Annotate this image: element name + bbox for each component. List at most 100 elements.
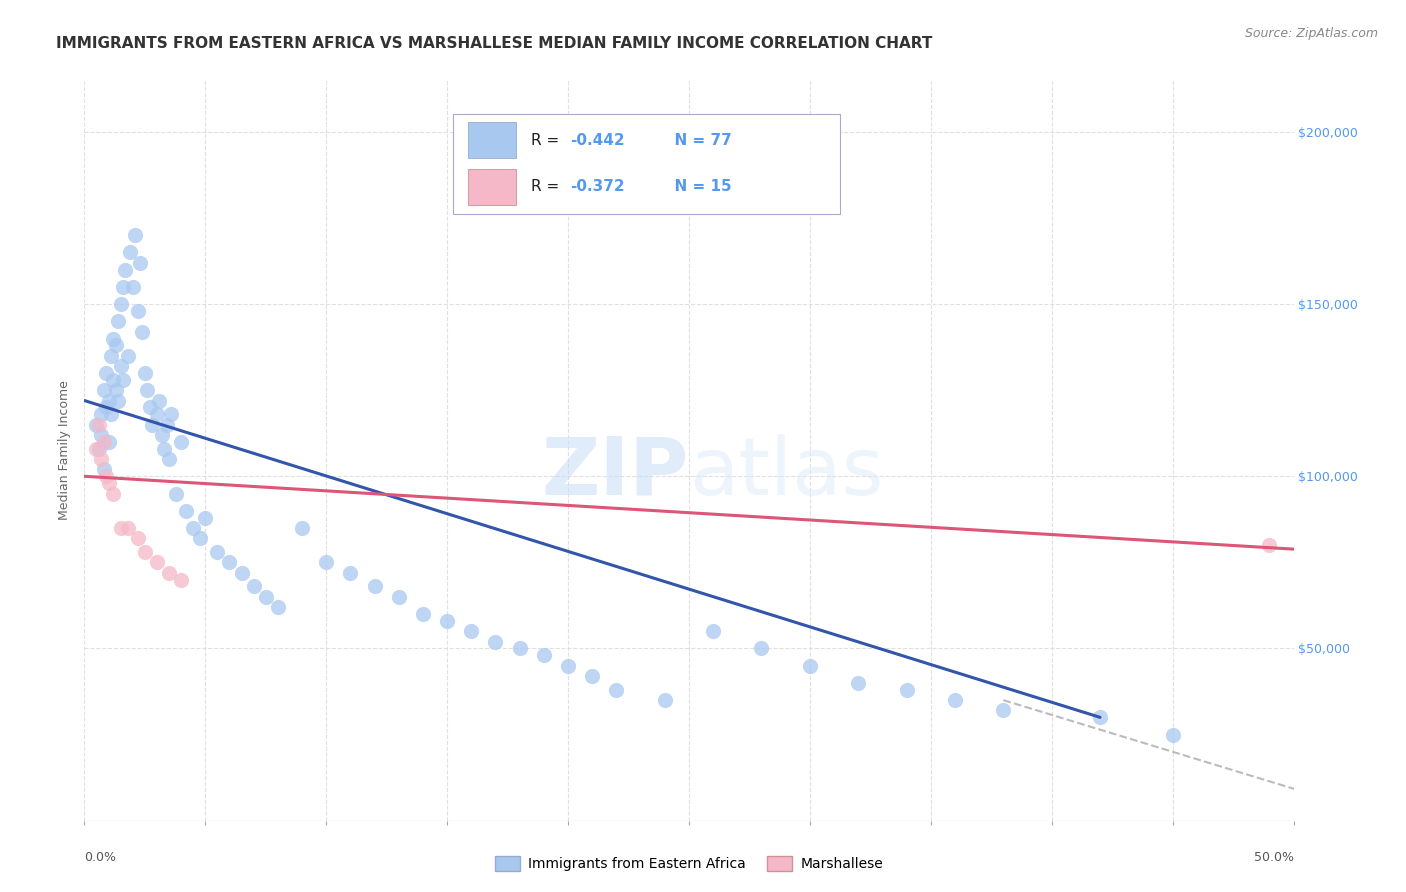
Point <box>129 256 152 270</box>
Point <box>100 407 122 421</box>
Point <box>581 669 603 683</box>
Text: IMMIGRANTS FROM EASTERN AFRICA VS MARSHALLESE MEDIAN FAMILY INCOME CORRELATION C: IMMIGRANTS FROM EASTERN AFRICA VS MARSHA… <box>56 36 932 51</box>
Text: Source: ZipAtlas.com: Source: ZipAtlas.com <box>1244 27 1378 40</box>
Point <box>1088 710 1111 724</box>
Point <box>533 648 555 663</box>
Point <box>157 452 180 467</box>
Point <box>194 510 217 524</box>
Point <box>146 407 169 421</box>
Text: 50.0%: 50.0% <box>1254 851 1294 864</box>
Point <box>112 280 135 294</box>
Point <box>943 693 966 707</box>
Point <box>160 407 183 421</box>
Point <box>104 338 127 352</box>
Point <box>87 417 110 432</box>
Point <box>896 682 918 697</box>
Point <box>799 658 821 673</box>
Point <box>120 245 142 260</box>
Point <box>1161 727 1184 741</box>
Y-axis label: Median Family Income: Median Family Income <box>58 381 72 520</box>
Point <box>170 434 193 449</box>
Point <box>157 566 180 580</box>
Point <box>97 476 120 491</box>
Point <box>114 262 136 277</box>
Point <box>150 428 173 442</box>
Point <box>141 417 163 432</box>
Point <box>315 555 337 569</box>
Point <box>103 332 125 346</box>
Point <box>218 555 240 569</box>
Point <box>86 442 108 456</box>
Point <box>117 349 139 363</box>
Point <box>267 600 290 615</box>
Point <box>107 314 129 328</box>
Point <box>121 280 143 294</box>
Point <box>702 624 724 639</box>
Point <box>155 417 177 432</box>
Point <box>291 521 314 535</box>
Point <box>131 325 153 339</box>
Point <box>103 373 125 387</box>
FancyBboxPatch shape <box>453 113 841 213</box>
Point <box>751 641 773 656</box>
Point <box>436 614 458 628</box>
Point <box>134 545 156 559</box>
Point <box>174 504 197 518</box>
Legend: Immigrants from Eastern Africa, Marshallese: Immigrants from Eastern Africa, Marshall… <box>489 851 889 877</box>
Point <box>94 366 117 380</box>
Point <box>242 579 264 593</box>
Point <box>254 590 277 604</box>
Point <box>170 573 193 587</box>
Point <box>509 641 531 656</box>
Point <box>484 634 506 648</box>
Point <box>134 366 156 380</box>
Point <box>107 393 129 408</box>
Point <box>339 566 361 580</box>
Point <box>124 228 146 243</box>
Point <box>86 417 108 432</box>
Point <box>110 521 132 535</box>
Point <box>112 373 135 387</box>
Point <box>605 682 627 697</box>
Text: atlas: atlas <box>689 434 883 512</box>
Point <box>93 383 115 397</box>
Point <box>87 442 110 456</box>
Text: R =: R = <box>530 179 564 194</box>
Point <box>127 531 149 545</box>
Point <box>388 590 411 604</box>
Point <box>100 349 122 363</box>
Point <box>148 393 170 408</box>
Point <box>127 304 149 318</box>
Point <box>460 624 482 639</box>
Point <box>993 703 1015 717</box>
Text: ZIP: ZIP <box>541 434 689 512</box>
Point <box>654 693 676 707</box>
Text: N = 77: N = 77 <box>664 133 731 148</box>
Point <box>94 401 117 415</box>
Point <box>93 462 115 476</box>
Point <box>190 531 212 545</box>
Point <box>103 486 125 500</box>
Point <box>231 566 253 580</box>
Text: -0.372: -0.372 <box>571 179 626 194</box>
Point <box>207 545 229 559</box>
Point <box>94 469 117 483</box>
Point <box>138 401 160 415</box>
Point <box>146 555 169 569</box>
Point <box>97 393 120 408</box>
Point <box>846 676 869 690</box>
Point <box>136 383 159 397</box>
FancyBboxPatch shape <box>468 122 516 158</box>
Text: R =: R = <box>530 133 564 148</box>
Point <box>181 521 204 535</box>
Point <box>90 407 112 421</box>
Point <box>412 607 434 621</box>
Point <box>117 521 139 535</box>
Point <box>153 442 176 456</box>
Point <box>110 359 132 373</box>
Text: 0.0%: 0.0% <box>84 851 117 864</box>
FancyBboxPatch shape <box>468 169 516 204</box>
Point <box>110 297 132 311</box>
Point <box>90 452 112 467</box>
Point <box>165 486 187 500</box>
